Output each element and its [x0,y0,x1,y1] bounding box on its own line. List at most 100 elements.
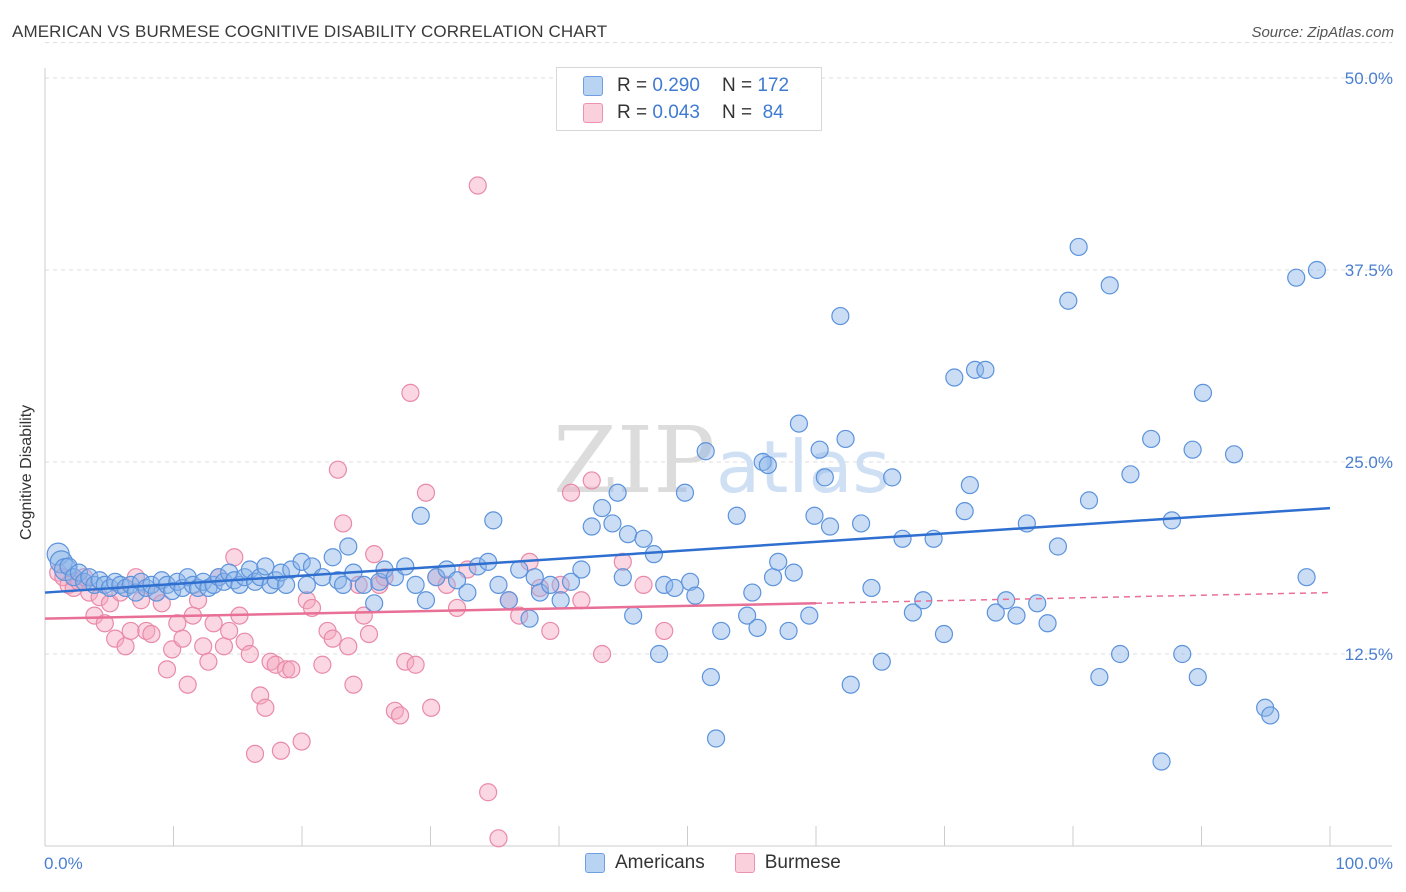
americans-point [561,572,581,591]
americans-point [282,560,301,579]
burmese-point [437,575,456,594]
americans-point [59,557,78,576]
americans-point [800,606,819,625]
bottom-legend-label-americans: Americans [615,852,705,873]
burmese-point [390,706,410,725]
bottom-legend-swatch-burmese [734,853,755,873]
americans-point [893,529,912,548]
americans-point [333,575,353,594]
americans-point [126,583,145,602]
americans-point [862,578,881,598]
americans-point [805,506,824,525]
americans-point [1079,491,1099,510]
americans-point [541,575,560,594]
americans-point [758,455,777,475]
americans-point [603,514,622,533]
burmese-point [220,621,239,641]
burmese-point [292,732,311,751]
legend-row-americans: R = 0.290 N = 172 [583,74,789,98]
burmese-point [510,606,529,625]
americans-point [986,603,1005,622]
bottom-legend-americans: Americans [585,852,705,874]
americans-point [1038,614,1057,633]
burmese-point [406,655,425,674]
legend-r-label: R = [617,102,648,123]
burmese-point [271,741,291,760]
americans-point [613,568,632,587]
americans-point [510,560,529,579]
burmese-point [561,483,581,502]
burmese-point [530,578,550,598]
americans-point [1142,429,1161,449]
legend-n-label: N = [721,75,753,96]
bottom-legend-burmese: Burmese [734,852,841,874]
bottom-legend: Americans Burmese [585,852,871,874]
americans-point [297,575,316,594]
americans-point [163,581,182,601]
americans-point [965,360,985,379]
burmese-trend-line [44,602,817,620]
y-tick-label: 12.5% [1345,645,1393,664]
watermark-zip: ZIP [553,407,715,514]
americans-point [256,557,275,576]
burmese-point [157,660,177,679]
americans-point [883,468,902,487]
americans-point [727,506,746,525]
americans-point [427,568,446,587]
burmese-point [137,621,156,641]
americans-point [1261,706,1280,725]
chart-title: AMERICAN VS BURMESE COGNITIVE DISABILITY… [12,22,608,41]
americans-point [592,498,612,518]
americans-point [1183,440,1202,459]
americans-point [489,575,508,594]
burmese-point [95,614,114,633]
americans-point [1193,383,1213,402]
burmese-point [396,652,415,671]
americans-point [955,502,974,521]
americans-point [339,537,358,556]
americans-point [738,606,757,625]
burmese-point [582,471,601,490]
americans-point [582,517,601,536]
americans-point [789,414,809,433]
americans-point [458,583,477,602]
americans-point [1121,465,1140,484]
burmese-point [256,698,275,717]
americans-trend-line [44,506,1331,594]
americans-points [46,237,1327,771]
burmese-point [152,594,171,613]
legend: R = 0.290 N = 172 R = 0.043 N = 84 [556,67,822,131]
burmese-point [277,660,296,679]
americans-point [769,552,788,571]
americans-point [763,568,783,587]
americans-point [831,306,850,326]
source-label: Source: ZipAtlas.com [1251,24,1394,41]
americans-point [779,621,798,641]
americans-point [1152,752,1171,771]
legend-r-value: 0.043 [652,102,700,123]
bottom-legend-label-burmese: Burmese [764,852,841,873]
burmese-point [194,637,213,656]
burmese-point [479,783,498,802]
y-tick-labels: 12.5% 25.0% 37.5% 50.0% [1345,69,1393,664]
americans-point [520,609,539,628]
americans-point [499,591,518,610]
americans-point [484,511,503,530]
americans-point [836,429,855,449]
americans-point [784,563,803,582]
americans-point [706,729,726,748]
americans-point [447,571,467,590]
americans-point [686,586,705,605]
americans-point [820,517,840,536]
x-tick-label: 100.0% [1335,854,1393,873]
burmese-point [245,744,265,763]
burmese-point [106,629,125,648]
americans-point [1090,667,1109,687]
burmese-point [240,644,259,664]
legend-swatch-burmese [583,103,603,123]
americans-point [624,606,643,625]
burmese-point [541,621,560,641]
x-tick-label: 0.0% [44,854,83,873]
americans-point [997,591,1016,610]
americans-point [551,591,570,610]
